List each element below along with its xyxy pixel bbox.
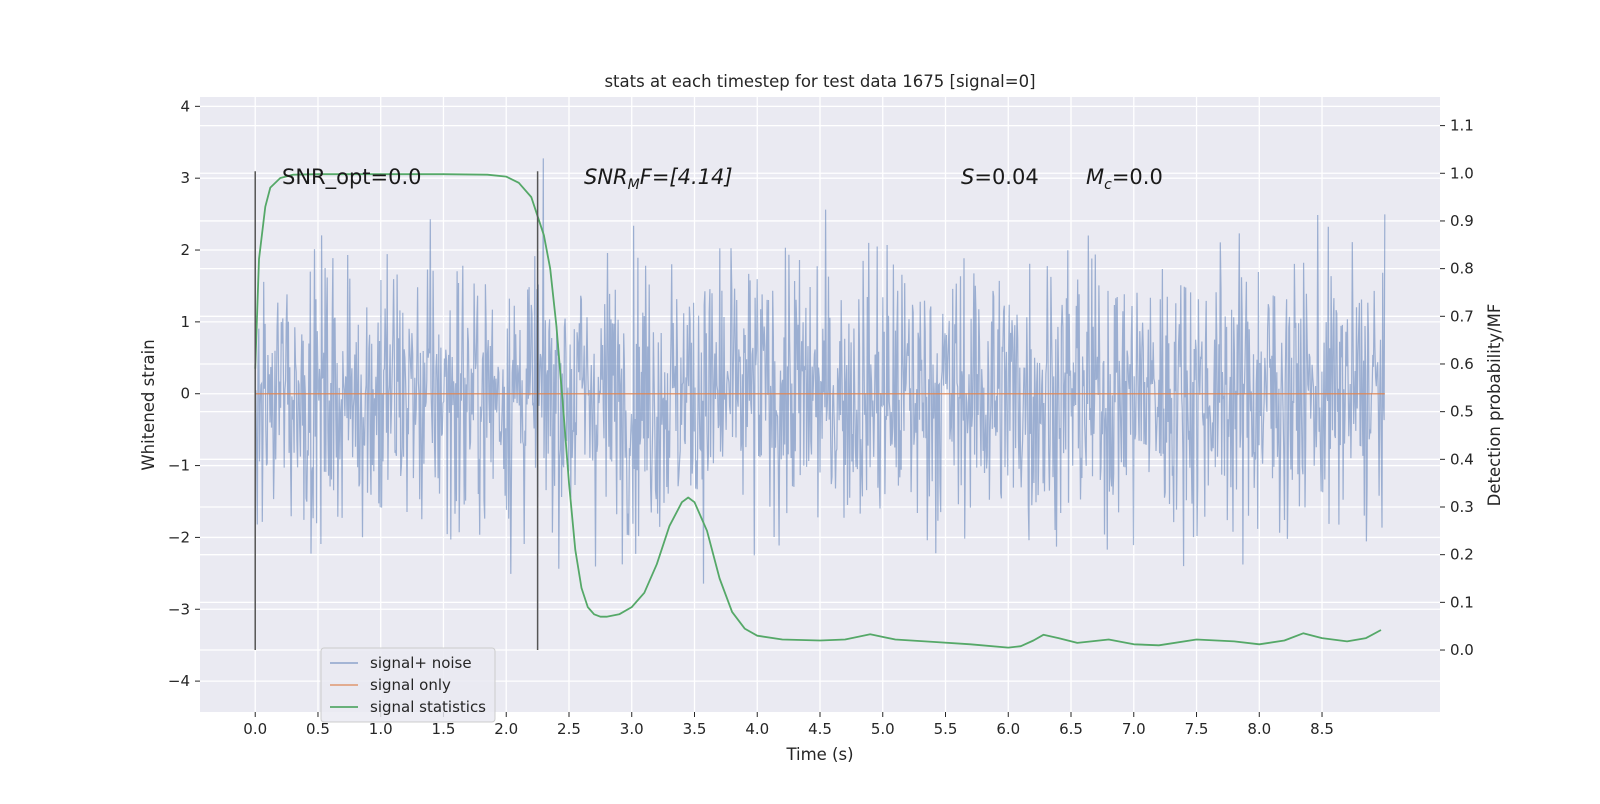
x-tick-label: 6.0 bbox=[996, 720, 1020, 738]
legend-label-signal-noise: signal+ noise bbox=[370, 654, 472, 672]
y-right-tick-label: 0.7 bbox=[1450, 307, 1474, 325]
y-right-tick-label: 0.3 bbox=[1450, 498, 1474, 516]
y-right-tick-label: 0.9 bbox=[1450, 212, 1474, 230]
annotation-s-main: S bbox=[961, 165, 974, 189]
x-axis-label: Time (s) bbox=[785, 745, 853, 764]
y-left-axis-label: Whitened strain bbox=[139, 339, 158, 470]
y-right-tick-label: 0.1 bbox=[1450, 593, 1474, 611]
y-left-tick-label: 3 bbox=[180, 169, 190, 187]
y-left-tick-label: −4 bbox=[168, 672, 190, 690]
x-tick-label: 0.5 bbox=[306, 720, 330, 738]
y-right-axis-label: Detection probability/MF bbox=[1485, 304, 1504, 507]
annotation-snr-mf-rest: F=[4.14] bbox=[640, 165, 733, 189]
legend-label-signal-statistics: signal statistics bbox=[370, 698, 486, 716]
y-left-tick-label: 4 bbox=[180, 97, 190, 115]
y-right-tick-label: 0.0 bbox=[1450, 641, 1474, 659]
y-left-tick-label: −2 bbox=[168, 528, 190, 546]
annotation-mc-rest: =0.0 bbox=[1112, 165, 1163, 189]
annotation-snr-opt: SNR_opt=0.0 bbox=[282, 165, 422, 190]
y-right-axis-ticks: 1.1 1.0 0.9 0.8 0.7 0.6 0.5 0.4 0.3 0.2 0.1 0.0 bbox=[1440, 117, 1474, 659]
y-right-tick-label: 1.0 bbox=[1450, 164, 1474, 182]
series-signal-statistics bbox=[254, 173, 1382, 649]
y-right-tick-label: 0.4 bbox=[1450, 450, 1474, 468]
x-tick-label: 7.5 bbox=[1185, 720, 1209, 738]
annotation-s: S=0.04 bbox=[961, 165, 1039, 189]
x-tick-label: 8.0 bbox=[1247, 720, 1271, 738]
x-tick-label: 2.5 bbox=[557, 720, 581, 738]
annotation-s-rest: =0.04 bbox=[974, 165, 1038, 189]
y-right-tick-label: 0.8 bbox=[1450, 260, 1474, 278]
legend: signal+ noise signal only signal statist… bbox=[320, 647, 496, 723]
x-tick-label: 0.0 bbox=[243, 720, 267, 738]
annotation-mc-sub: c bbox=[1104, 177, 1112, 193]
x-tick-label: 3.0 bbox=[620, 720, 644, 738]
y-left-axis-ticks: 4 3 2 1 0 −1 −2 −3 −4 bbox=[168, 97, 200, 690]
y-left-tick-label: 0 bbox=[180, 385, 190, 403]
y-right-tick-label: 0.2 bbox=[1450, 546, 1474, 564]
y-left-tick-label: −1 bbox=[168, 457, 190, 475]
x-tick-label: 5.0 bbox=[871, 720, 895, 738]
y-right-tick-label: 0.6 bbox=[1450, 355, 1474, 373]
x-tick-label: 3.5 bbox=[683, 720, 707, 738]
annotation-mc: Mc=0.0 bbox=[1086, 165, 1163, 193]
annotation-snr-mf: SNRMF=[4.14] bbox=[584, 165, 733, 193]
annotation-snr-mf-sub: M bbox=[628, 177, 640, 193]
x-tick-label: 2.0 bbox=[494, 720, 518, 738]
vertical-markers bbox=[254, 171, 539, 651]
x-tick-label: 1.0 bbox=[369, 720, 393, 738]
y-right-tick-label: 1.1 bbox=[1450, 117, 1474, 135]
x-axis-ticks: 0.0 0.5 1.0 1.5 2.0 2.5 3.0 3.5 4.0 4.5 5.0 5.5 6.0 6… bbox=[243, 712, 1334, 738]
y-right-tick-label: 0.5 bbox=[1450, 403, 1474, 421]
x-tick-label: 8.5 bbox=[1310, 720, 1334, 738]
x-tick-label: 5.5 bbox=[934, 720, 958, 738]
series-signal-noise bbox=[254, 158, 1386, 584]
y-left-tick-label: −3 bbox=[168, 600, 190, 618]
legend-label-signal-only: signal only bbox=[370, 676, 451, 694]
x-tick-label: 7.0 bbox=[1122, 720, 1146, 738]
annotation-mc-main: M bbox=[1086, 165, 1104, 189]
y-left-tick-label: 1 bbox=[180, 313, 190, 331]
x-tick-label: 4.0 bbox=[745, 720, 769, 738]
x-tick-label: 4.5 bbox=[808, 720, 832, 738]
annotation-snr-mf-main: SNR bbox=[584, 165, 628, 189]
x-tick-label: 6.5 bbox=[1059, 720, 1083, 738]
legend-box bbox=[320, 647, 496, 723]
series-layer bbox=[254, 158, 1386, 649]
chart-title: stats at each timestep for test data 167… bbox=[604, 72, 1035, 91]
y-left-tick-label: 2 bbox=[180, 241, 190, 259]
x-tick-label: 1.5 bbox=[432, 720, 456, 738]
